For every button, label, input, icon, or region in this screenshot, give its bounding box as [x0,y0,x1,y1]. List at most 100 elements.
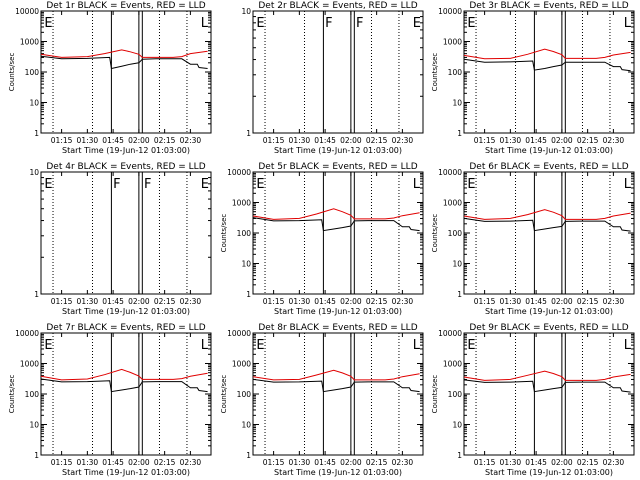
events-series-line [40,55,208,70]
x-tick-label: 01:30 [77,136,99,145]
x-tick-label: 01:15 [51,297,73,306]
x-tick-label: 01:45 [102,458,124,467]
x-tick-label: 02:00 [551,297,573,306]
x-tick-label: 02:15 [154,297,176,306]
x-tick-label: 02:00 [551,458,573,467]
event-marker-label: L [624,177,632,192]
x-tick-label: 01:30 [289,297,311,306]
chart-panel: Det 9r BLACK = Events, RED = LLD 1 10 100 10… [431,323,635,477]
chart-panel: Det 1r BLACK = Events, RED = LLD 1 10 100 10… [8,1,212,155]
x-tick-label: 01:30 [77,297,99,306]
x-tick-label: 01:30 [289,136,311,145]
event-marker-label: F [113,177,120,192]
event-marker-label: F [356,16,363,31]
x-tick-label: 01:45 [314,297,336,306]
event-marker-label: E [44,177,52,192]
x-tick-label: 01:45 [525,136,547,145]
x-tick-label: 01:15 [263,297,285,306]
y-tick-label: 100 [25,68,40,77]
chart-title: Det 2r BLACK = Events, RED = LLD [258,1,417,11]
event-marker-label: L [413,177,421,192]
event-marker-label: E [256,338,264,353]
event-marker-label: E [256,16,264,31]
y-tick-label: 1 [34,451,39,460]
plot-frame [252,10,424,134]
plot-frame [252,171,424,295]
y-tick-label: 1000 [232,199,251,208]
event-marker-label: L [413,338,421,353]
chart-title: Det 3r BLACK = Events, RED = LLD [469,1,628,11]
x-tick-label: 02:00 [551,136,573,145]
x-tick-label: 02:30 [392,297,414,306]
event-marker-label: L [624,16,632,31]
x-axis-label: Start Time (19-Jun-12 01:03:00) [485,468,613,477]
y-tick-label: 1 [457,129,462,138]
events-series-line [252,217,420,232]
x-tick-label: 02:30 [180,297,202,306]
lld-series-line [252,369,420,381]
x-tick-label: 01:15 [263,458,285,467]
y-tick-label: 10 [29,168,39,177]
x-axis-label: Start Time (19-Jun-12 01:03:00) [485,146,613,155]
y-tick-label: 10 [452,421,462,430]
y-axis-label: Counts/sec [431,53,439,92]
x-tick-label: 01:45 [525,297,547,306]
y-tick-label: 1000 [20,360,39,369]
x-tick-label: 02:00 [128,458,150,467]
events-series-line [40,378,208,393]
y-tick-label: 1 [457,451,462,460]
lld-series-line [463,209,631,220]
x-tick-label: 02:30 [392,136,414,145]
x-axis-label: Start Time (19-Jun-12 01:03:00) [62,468,190,477]
chart-title: Det 5r BLACK = Events, RED = LLD [258,162,417,172]
plot-frame [40,332,212,456]
event-marker-label: L [201,338,209,353]
chart-panel: Det 6r BLACK = Events, RED = LLD 1 10 100 10… [431,162,635,316]
chart-panel: Det 4r BLACK = Events, RED = LLD 1 10 01:15… [29,162,212,316]
y-tick-label: 1000 [443,38,462,47]
x-tick-label: 01:45 [314,458,336,467]
y-tick-label: 1000 [443,199,462,208]
y-tick-label: 10 [241,7,251,16]
y-axis-label: Counts/sec [8,375,16,414]
x-tick-label: 02:30 [180,458,202,467]
x-axis-label: Start Time (19-Jun-12 01:03:00) [62,307,190,316]
y-tick-label: 10 [241,421,251,430]
x-tick-label: 01:45 [102,297,124,306]
y-tick-label: 100 [448,390,463,399]
y-tick-label: 10 [29,421,39,430]
y-tick-label: 1000 [20,38,39,47]
y-tick-label: 100 [237,390,252,399]
x-axis-label: Start Time (19-Jun-12 01:03:00) [274,307,402,316]
event-marker-label: L [624,338,632,353]
chart-panel: Det 5r BLACK = Events, RED = LLD 1 10 100 10… [220,162,424,316]
x-axis-label: Start Time (19-Jun-12 01:03:00) [274,468,402,477]
y-tick-label: 100 [237,229,252,238]
chart-title: Det 1r BLACK = Events, RED = LLD [46,1,205,11]
events-series-line [463,379,631,393]
x-tick-label: 01:15 [51,136,73,145]
x-tick-label: 01:30 [289,458,311,467]
chart-panel: Det 7r BLACK = Events, RED = LLD 1 10 100 10… [8,323,212,477]
y-tick-label: 10000 [227,329,251,338]
chart-panel: Det 3r BLACK = Events, RED = LLD 1 10 100 10… [431,1,635,155]
y-tick-label: 1 [246,290,251,299]
x-tick-label: 02:15 [154,136,176,145]
event-marker-label: E [413,16,421,31]
y-tick-label: 10000 [438,329,462,338]
x-tick-label: 02:15 [366,458,388,467]
x-tick-label: 02:00 [128,136,150,145]
y-tick-label: 1 [246,129,251,138]
x-tick-label: 02:30 [603,136,625,145]
x-tick-label: 01:30 [500,136,522,145]
x-tick-label: 02:15 [577,297,599,306]
y-tick-label: 10 [241,260,251,269]
event-marker-label: L [201,16,209,31]
event-marker-label: F [325,16,332,31]
plot-frame [252,332,424,456]
chart-title: Det 7r BLACK = Events, RED = LLD [46,323,205,333]
y-tick-label: 10 [452,99,462,108]
x-tick-label: 01:45 [102,136,124,145]
x-tick-label: 01:15 [51,458,73,467]
y-tick-label: 100 [448,229,463,238]
